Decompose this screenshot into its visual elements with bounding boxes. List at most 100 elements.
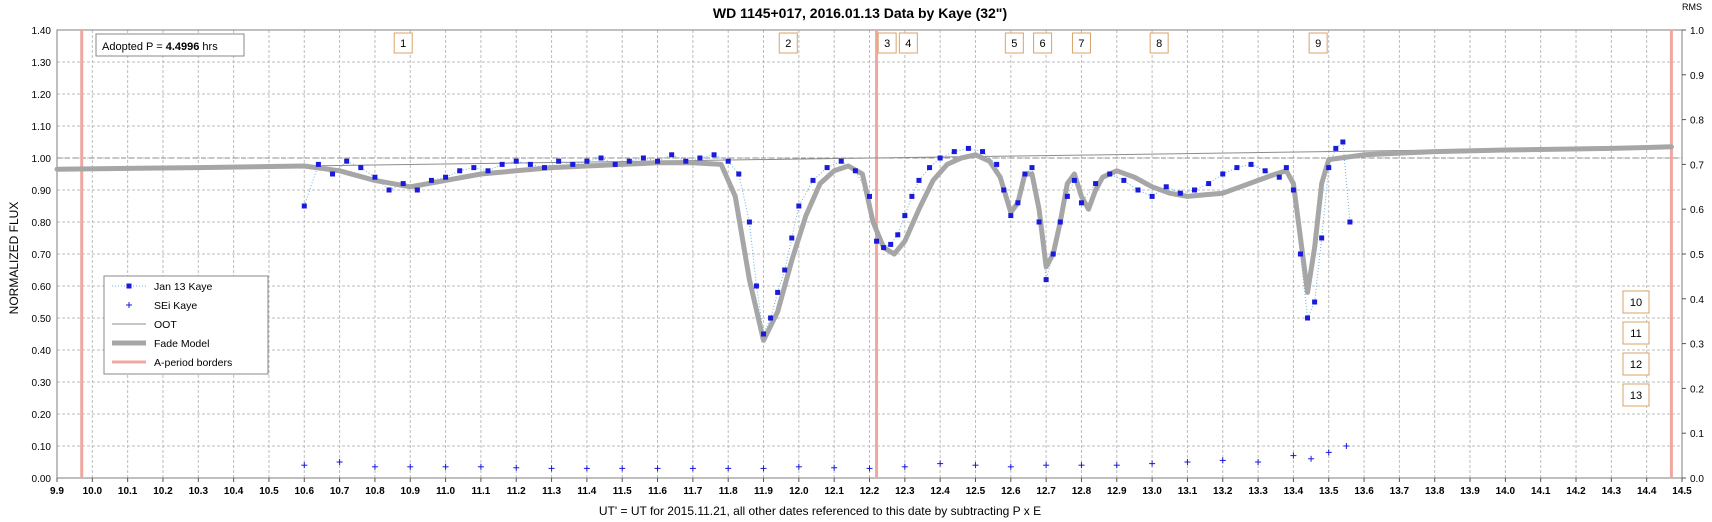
x-tick-label: 12.4 xyxy=(930,486,950,497)
sei-kaye-point xyxy=(972,462,979,469)
event-marker-box xyxy=(1308,32,1328,54)
sei-kaye-point xyxy=(901,463,908,470)
y-tick-label: 0.60 xyxy=(32,282,52,293)
jan13-kaye-point xyxy=(1064,193,1070,199)
jan13-kaye-point xyxy=(414,187,420,193)
event-marker-box xyxy=(877,32,897,54)
y-tick-label: 1.00 xyxy=(32,154,52,165)
x-tick-label: 10.2 xyxy=(153,486,173,497)
legend-label: OOT xyxy=(154,319,177,331)
y2-tick-label: 0.0 xyxy=(1690,474,1704,485)
x-tick-label: 14.5 xyxy=(1672,486,1692,497)
event-marker-box xyxy=(393,32,413,54)
jan13-kaye-point xyxy=(888,241,894,247)
jan13-kaye-point xyxy=(810,177,816,183)
jan13-kaye-point xyxy=(542,165,547,171)
x-tick-label: 14.4 xyxy=(1637,486,1657,497)
x-tick-label: 12.7 xyxy=(1036,486,1056,497)
legend-item: A-period borders xyxy=(112,357,232,369)
jan13-kaye-point xyxy=(513,158,519,164)
jan13-kaye-point xyxy=(301,203,307,209)
jan13-kaye-point xyxy=(927,165,933,171)
legend-label: A-period borders xyxy=(154,357,232,369)
jan13-kaye-point xyxy=(372,174,378,180)
jan13-kaye-point xyxy=(344,158,350,164)
jan13-kaye-point xyxy=(1192,187,1197,193)
jan13-kaye-point xyxy=(867,193,872,199)
y2-tick-label: 1.0 xyxy=(1690,26,1704,37)
jan13-kaye-point xyxy=(768,315,774,321)
jan13-kaye-point xyxy=(612,161,618,167)
jan13-kaye-point xyxy=(796,203,802,209)
jan13-kaye-point xyxy=(1347,219,1353,225)
sei-kaye-point xyxy=(336,459,343,465)
jan13-kaye-point xyxy=(1248,161,1254,167)
jan13-kaye-point xyxy=(1008,213,1014,219)
jan13-kaye-point xyxy=(315,161,321,167)
x-tick-label: 10.6 xyxy=(295,486,315,497)
jan13-kaye-point xyxy=(761,331,767,337)
sei-kaye-point xyxy=(1219,457,1226,464)
x-tick-label: 13.9 xyxy=(1460,486,1480,497)
jan13-kaye-point xyxy=(725,158,731,164)
y2-tick-label: 0.2 xyxy=(1690,384,1704,395)
side-marker-box xyxy=(1622,383,1650,407)
x-tick-label: 10.5 xyxy=(259,486,279,497)
side-marker-box xyxy=(1622,290,1650,314)
jan13-kaye-point xyxy=(789,235,795,241)
sei-kaye-point xyxy=(1078,462,1085,469)
x-tick-label: 11.4 xyxy=(577,486,596,497)
event-marker-label: 9 xyxy=(1315,38,1321,50)
adopted-period-box: Adopted P = 4.4996 hrs xyxy=(95,33,245,57)
side-marker-label: 12 xyxy=(1630,359,1642,371)
side-marker-11: 11 xyxy=(1622,321,1650,345)
y2-tick-label: 0.7 xyxy=(1690,160,1704,171)
y-tick-label: 0.30 xyxy=(32,378,52,389)
jan13-kaye-point xyxy=(852,168,858,174)
legend-item: Jan 13 Kaye xyxy=(112,281,213,293)
jan13-kaye-point xyxy=(556,158,562,164)
sei-kaye-point xyxy=(407,463,414,470)
sei-kaye-point xyxy=(583,465,590,472)
event-marker-label: 3 xyxy=(884,38,890,50)
jan13-kaye-point xyxy=(753,283,759,289)
jan13-kaye-point xyxy=(909,193,915,199)
jan13-kaye-point xyxy=(994,161,1000,167)
x-tick-label: 14.0 xyxy=(1496,486,1516,497)
jan13-kaye-point xyxy=(1149,193,1155,199)
jan13-kaye-point xyxy=(881,245,887,251)
x-tick-label: 10.0 xyxy=(83,486,103,497)
event-marker-4: 4 xyxy=(898,32,918,54)
y-tick-label: 0.20 xyxy=(32,410,52,421)
jan13-kaye-point xyxy=(1093,181,1099,187)
y-tick-label: 0.70 xyxy=(32,250,52,261)
event-marker-box xyxy=(1004,32,1024,54)
sei-kaye-point xyxy=(1325,449,1332,456)
side-marker-box xyxy=(1622,352,1650,376)
x-tick-label: 13.8 xyxy=(1425,486,1445,497)
sei-kaye-point xyxy=(1007,463,1014,470)
jan13-kaye-point xyxy=(1043,277,1049,283)
x-tick-label: 13.6 xyxy=(1354,486,1374,497)
jan13-kaye-point xyxy=(386,187,392,193)
jan13-kaye-point xyxy=(965,145,971,151)
y-tick-label: 0.80 xyxy=(32,218,52,229)
y-tick-label: 1.20 xyxy=(32,90,52,101)
adopted-period-unit: hrs xyxy=(199,41,218,53)
y-tick-label: 0.10 xyxy=(32,442,52,453)
jan13-kaye-point xyxy=(598,155,604,161)
chart-axes: 9.9 10.0 10.1 10.2 10.3 10.4 10.5 10.6 10.7 10.8 1… xyxy=(32,26,1705,497)
y-tick-label: 0.40 xyxy=(32,346,52,357)
y-tick-label: 0.50 xyxy=(32,314,52,325)
legend-label: SEi Kaye xyxy=(154,300,197,312)
legend-item: OOT xyxy=(112,319,177,331)
x-tick-label: 11.2 xyxy=(507,486,526,497)
sei-kaye-point xyxy=(301,462,308,469)
jan13-kaye-point xyxy=(457,168,463,174)
event-marker-label: 2 xyxy=(785,38,791,50)
x-tick-label: 11.8 xyxy=(719,486,738,497)
event-marker-label: 4 xyxy=(905,38,911,50)
sei-kaye-point xyxy=(548,465,555,472)
x-tick-label: 14.2 xyxy=(1566,486,1586,497)
jan13-kaye-point xyxy=(1071,177,1077,183)
